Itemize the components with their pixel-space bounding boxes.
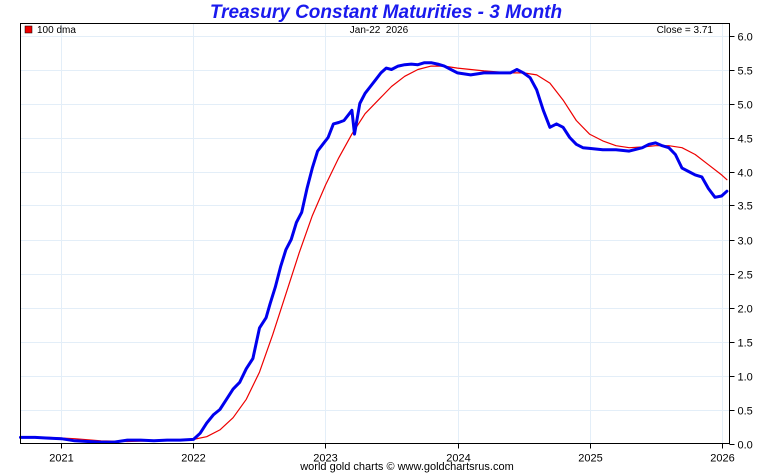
x-tick-label: 2024: [446, 453, 470, 465]
x-tick-label: 2021: [49, 453, 73, 465]
chart-footer: world gold charts © www.goldchartsrus.co…: [300, 461, 514, 473]
legend-label-100-dma: 100 dma: [37, 25, 76, 36]
y-tick-label: 3.5: [738, 201, 753, 213]
chart-title: Treasury Constant Maturities - 3 Month: [209, 2, 563, 23]
x-tick-label: 2022: [181, 453, 205, 465]
y-tick-label: 2.5: [738, 270, 753, 282]
y-tick-label: 3.0: [738, 236, 753, 248]
y-axis: 0.0 0.5 1.0 1.5 2.0 2.5 3.0 3.5 4.0 4.5 5.0 5.5 6.0: [729, 32, 753, 452]
x-tick-label: 2023: [313, 453, 337, 465]
y-tick-label: 2.0: [738, 304, 753, 316]
x-tick-label: 2026: [710, 453, 734, 465]
series-line-3-month: [19, 61, 729, 444]
series-lines: [19, 61, 729, 444]
y-tick-label: 4.0: [738, 168, 753, 180]
y-tick-label: 1.5: [738, 338, 753, 350]
series-line-100-dma: [19, 65, 728, 443]
y-tick-label: 1.0: [738, 372, 753, 384]
chart-date: Jan-22 2026: [350, 25, 409, 36]
legend-swatch-100-dma: [24, 25, 33, 34]
x-tick-label: 2025: [578, 453, 602, 465]
y-tick-label: 4.5: [738, 134, 753, 146]
y-tick-label: 0.0: [738, 440, 753, 452]
x-axis: 2021 2022 2023 2024 2025 2026: [49, 443, 735, 465]
y-tick-label: 5.5: [738, 66, 753, 78]
y-tick-label: 6.0: [738, 32, 753, 44]
y-tick-label: 5.0: [738, 100, 753, 112]
plot-frame: [20, 23, 730, 444]
close-value: Close = 3.71: [657, 25, 714, 36]
grid-lines: [20, 23, 730, 444]
y-tick-label: 0.5: [738, 406, 753, 418]
